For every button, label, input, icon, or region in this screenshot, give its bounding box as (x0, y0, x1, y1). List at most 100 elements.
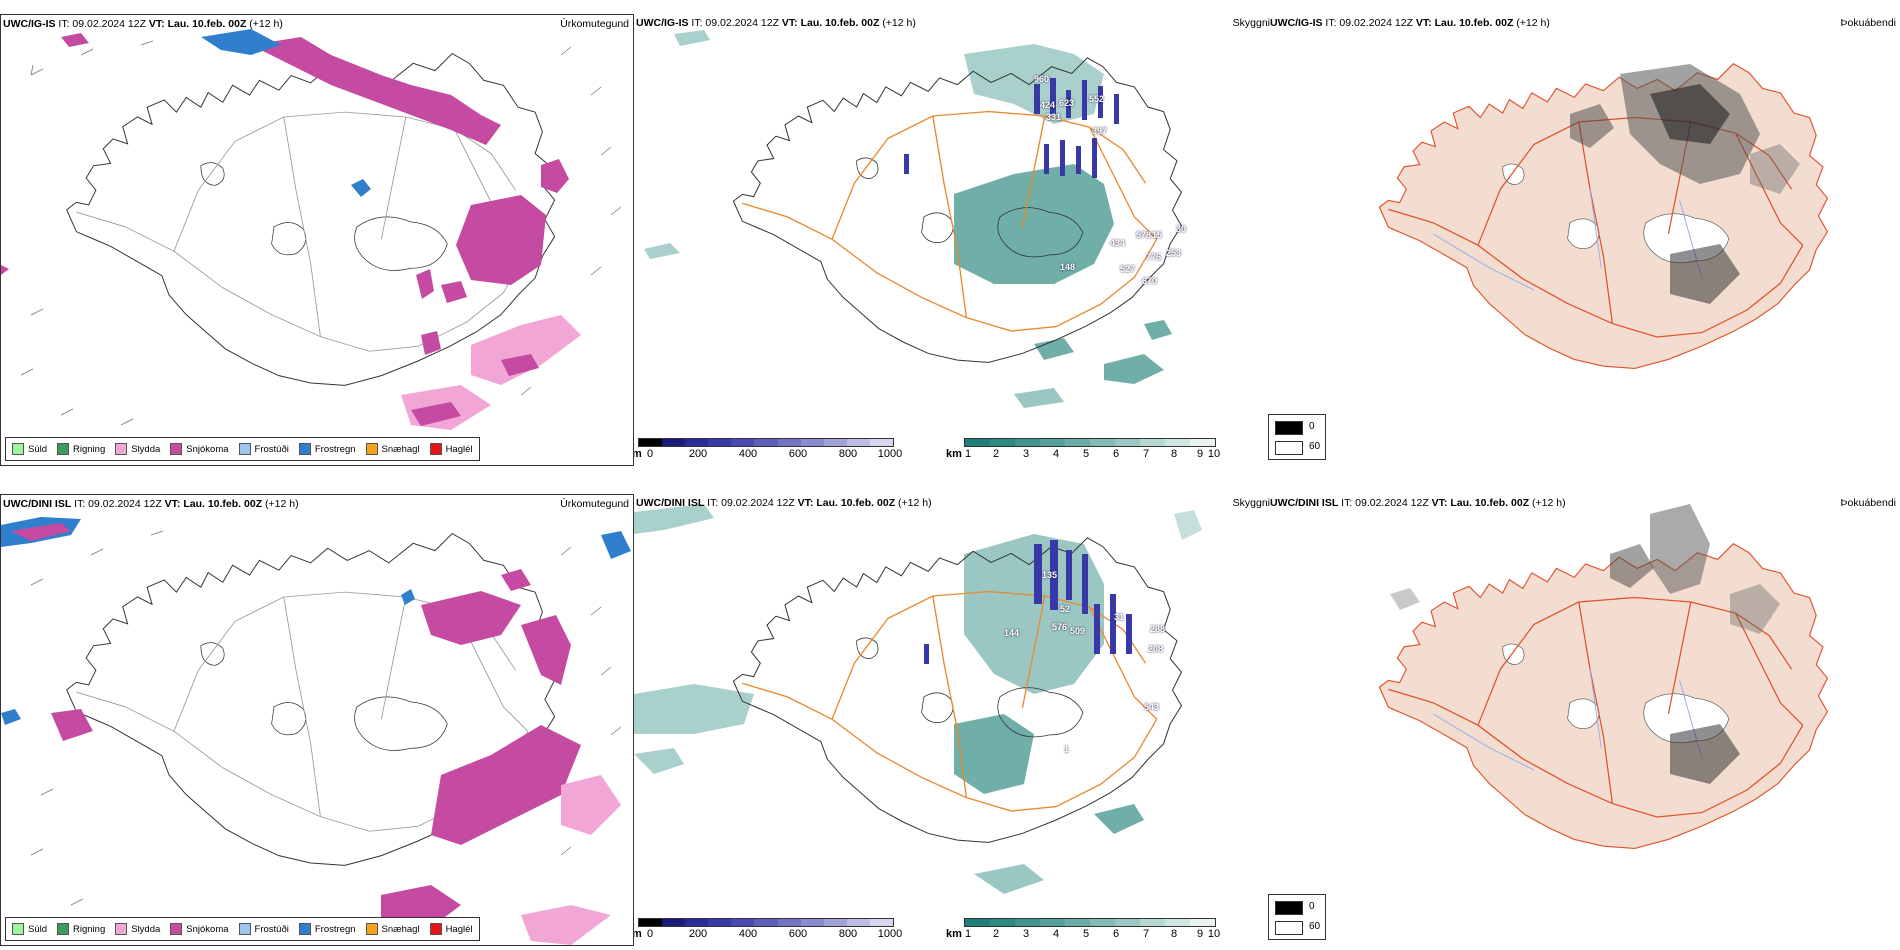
legend-item: Snæhagl (365, 923, 420, 935)
precip-panel-top: UWC/IG-IS IT: 09.02.2024 12Z VT: Lau. 10… (0, 14, 634, 466)
legend-item: Haglél (429, 923, 473, 935)
ceiling-value: 1 (1064, 744, 1070, 754)
tick-label: 4 (1052, 448, 1060, 460)
precip-title-bottom: Úrkomutegund (560, 498, 629, 510)
precip-areas (1, 29, 581, 430)
fog-map-top (1378, 63, 1828, 369)
precip-map-bottom (1, 517, 631, 945)
fog-legend-label: 0 (1309, 421, 1315, 432)
legend-item: Snæhagl (365, 443, 420, 455)
precip-title-top: Úrkomutegund (560, 18, 629, 30)
ceiling-value: 578 (1136, 230, 1152, 240)
fog-swatch (1275, 441, 1303, 455)
legend-item: Frostúði (238, 923, 289, 935)
tick-label: 8 (1170, 448, 1178, 460)
ceiling-value: 509 (1070, 626, 1086, 636)
tick-label: 7 (1142, 448, 1150, 460)
cloud-panel-top: 960 424 623 331 552 397 434 578 15 30 77… (634, 14, 1270, 466)
tick-label: 200 (688, 448, 708, 460)
visibility-colorbar-bottom: km 1 2 3 4 5 6 7 8 9 10 (946, 918, 1220, 941)
ceiling-value: 960 (1034, 74, 1050, 84)
ceiling-areas (904, 78, 1119, 178)
ceiling-colorbar-bottom: m 0 200 400 600 800 1000 (634, 918, 902, 941)
cloud-map-top (644, 30, 1182, 408)
legend-item: Snjókoma (170, 443, 229, 455)
tick-label: 0 (646, 448, 654, 460)
legend-swatch (12, 443, 24, 455)
fog-header-bottom: UWC/DINI ISL IT: 09.02.2024 12Z VT: Lau.… (1270, 497, 1566, 509)
cloud-title-bottom: Skyggni (1232, 497, 1270, 509)
legend-item: Snjókoma (170, 923, 229, 935)
ceiling-value: 30 (1176, 224, 1187, 234)
tick-label: 3 (1022, 448, 1030, 460)
precip-legend-bottom: Súld Rigning Slydda Snjókoma Frostúði Fr… (5, 917, 480, 941)
precip-panel-bottom: UWC/DINI ISL IT: 09.02.2024 12Z VT: Lau.… (0, 494, 634, 946)
precip-header-top: UWC/IG-IS IT: 09.02.2024 12Z VT: Lau. 10… (3, 18, 283, 31)
lead-time: (+12 h) (249, 18, 283, 30)
fog-legend-bottom: 0 60 (1268, 894, 1326, 940)
tick-label: 6 (1112, 448, 1120, 460)
tick-label: 2 (992, 448, 1000, 460)
tick-label: 9 (1196, 448, 1204, 460)
ceiling-value: 135 (1042, 570, 1058, 580)
tick-label: 1000 (877, 448, 903, 460)
tick-label: 800 (838, 448, 858, 460)
legend-item: Frostregn (298, 443, 356, 455)
ceiling-value: 424 (1040, 100, 1056, 110)
legend-item: Súld (12, 443, 47, 455)
fog-shading (1570, 64, 1800, 304)
fog-title-bottom: Þokuábendi (1840, 497, 1896, 509)
fog-header-top: UWC/IG-IS IT: 09.02.2024 12Z VT: Lau. 10… (1270, 17, 1550, 29)
ceiling-value: 623 (1059, 98, 1075, 108)
ceiling-strip (638, 438, 894, 447)
visibility-strip (964, 438, 1216, 447)
ceiling-unit: m (634, 448, 642, 460)
tick-label: 1 (964, 448, 972, 460)
legend-item: Slydda (115, 923, 160, 935)
fog-map-bottom (1378, 504, 1828, 849)
ceiling-value: 776 (1146, 252, 1162, 262)
ceiling-value: 253 (1166, 248, 1182, 258)
legend-item: Frostregn (298, 923, 356, 935)
model-name: UWC/IG-IS (3, 18, 56, 30)
init-time: IT: 09.02.2024 12Z (58, 18, 146, 30)
precip-header-bottom: UWC/DINI ISL IT: 09.02.2024 12Z VT: Lau.… (3, 498, 299, 510)
ceiling-value: 15 (1152, 230, 1163, 240)
ceiling-value: 397 (1092, 126, 1108, 136)
ceiling-value: 552 (1089, 94, 1105, 104)
tick-label: 600 (788, 448, 808, 460)
ceiling-value: 148 (1060, 262, 1076, 272)
fog-swatch (1275, 421, 1303, 435)
legend-item: Haglél (429, 443, 473, 455)
ceiling-value: 31 (1114, 612, 1125, 622)
cloud-title-top: Skyggni (1232, 17, 1270, 29)
visibility-unit: km (946, 448, 962, 460)
cloud-panel-bottom: 135 52 144 576 509 31 288 208 543 1 UWC/… (634, 494, 1270, 946)
legend-item: Rigning (57, 443, 105, 455)
legend-item: Rigning (57, 923, 105, 935)
legend-item: Súld (12, 923, 47, 935)
fog-legend-label: 60 (1309, 441, 1321, 452)
fog-panel-bottom: UWC/DINI ISL IT: 09.02.2024 12Z VT: Lau.… (1270, 494, 1900, 894)
ceiling-value: 52 (1060, 604, 1071, 614)
ceiling-value: 144 (1004, 628, 1020, 638)
ceiling-colorbar-top: m 0 200 400 600 800 1000 (634, 438, 902, 461)
fog-legend-top: 0 60 (1268, 414, 1326, 460)
valid-time: VT: Lau. 10.feb. 00Z (148, 18, 247, 30)
ceiling-value: 576 (1052, 622, 1068, 632)
legend-item: Frostúði (238, 443, 289, 455)
wind-barbs (20, 40, 622, 426)
tick-label: 400 (738, 448, 758, 460)
ceiling-value: 434 (1110, 238, 1126, 248)
fog-title-top: Þokuábendi (1840, 17, 1896, 29)
ceiling-value: 670 (1142, 276, 1158, 286)
visibility-colorbar-top: km 1 2 3 4 5 6 7 8 9 10 (946, 438, 1220, 461)
cloud-header-bottom: UWC/DINI ISL IT: 09.02.2024 12Z VT: Lau.… (636, 497, 932, 509)
ceiling-value: 208 (1148, 644, 1164, 654)
precip-map-top (1, 29, 622, 430)
ceiling-value: 527 (1120, 264, 1136, 274)
tick-label: 10 (1207, 448, 1221, 460)
ceiling-value: 288 (1150, 624, 1166, 634)
ceiling-value: 331 (1046, 112, 1062, 122)
cloud-map-bottom (634, 504, 1202, 894)
